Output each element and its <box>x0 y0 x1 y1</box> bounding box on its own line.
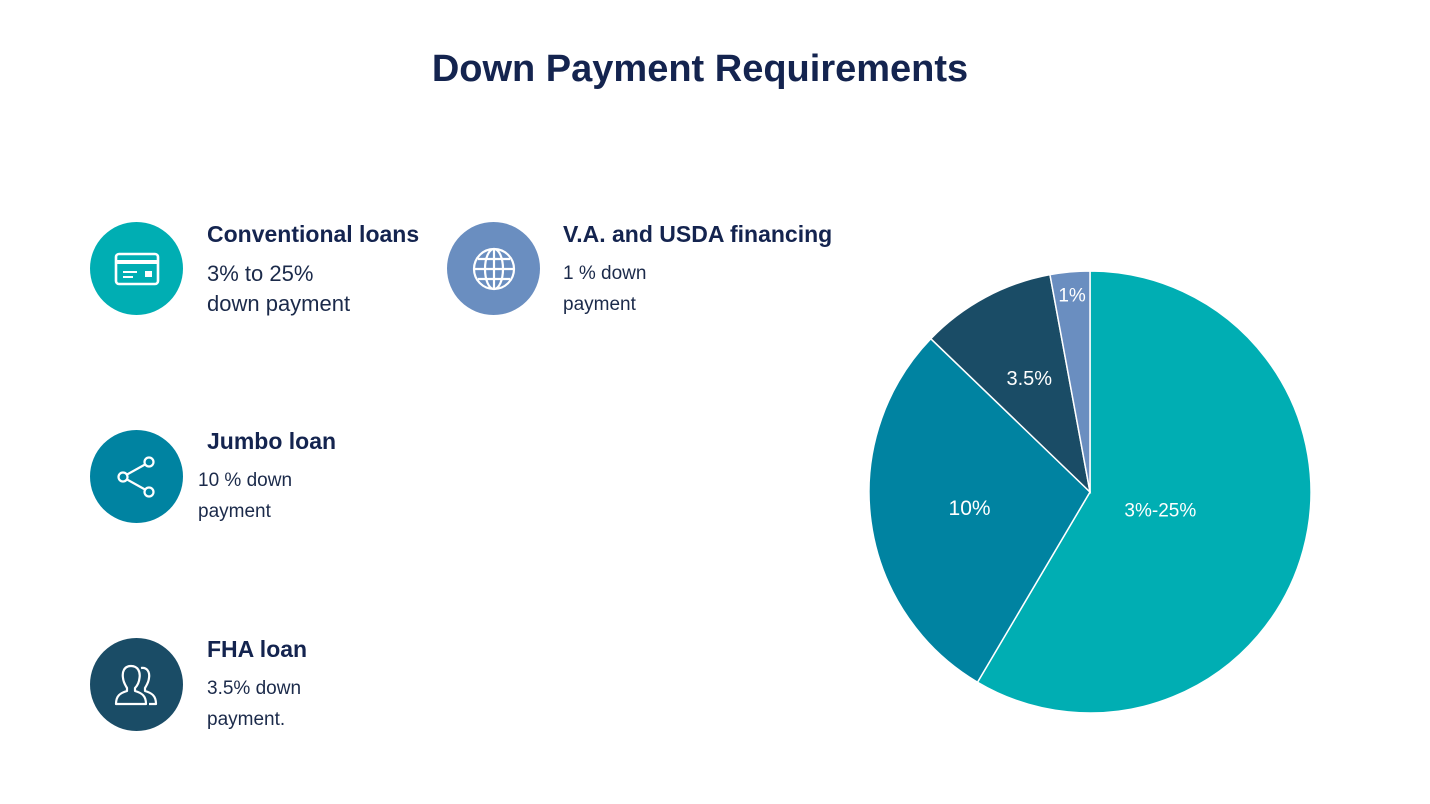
fha-loan-desc-line1: 3.5% down <box>207 678 302 699</box>
globe-icon <box>447 222 540 315</box>
fha-loan-desc-line2: payment. <box>207 709 286 730</box>
pie-slice-2 <box>929 273 1092 495</box>
pie-slice-3 <box>1049 270 1091 493</box>
jumbo-loan-desc-line1: 10 % down <box>198 470 293 491</box>
va-usda-title: V.A. and USDA financing <box>563 221 833 247</box>
pie-slice-0 <box>976 270 1312 714</box>
conventional-loans-desc-line2: down payment <box>207 291 351 316</box>
conventional-loans-title: Conventional loans <box>207 221 420 247</box>
jumbo-loan-title: Jumbo loan <box>207 428 337 454</box>
down-payment-pie-chart: 3%-25% 10% 3.5% 1% <box>868 270 1312 714</box>
pie-slice-label-3: 1% <box>1058 286 1086 307</box>
users-icon <box>90 638 183 731</box>
page-title: Down Payment Requirements <box>431 48 969 90</box>
va-usda-desc-line1: 1 % down <box>563 263 647 284</box>
pie-slice-label-0: 3%-25% <box>1124 501 1196 522</box>
pie-slice-label-2: 3.5% <box>1007 368 1053 390</box>
conventional-loans-desc-line1: 3% to 25% <box>207 261 314 286</box>
credit-card-icon <box>90 222 183 315</box>
pie-slice-label-1: 10% <box>949 497 991 520</box>
share-icon <box>90 430 183 523</box>
pie-slice-1 <box>868 337 1091 684</box>
va-usda-desc-line2: payment <box>563 294 636 315</box>
jumbo-loan-desc-line2: payment <box>198 501 271 522</box>
fha-loan-title: FHA loan <box>207 636 308 662</box>
